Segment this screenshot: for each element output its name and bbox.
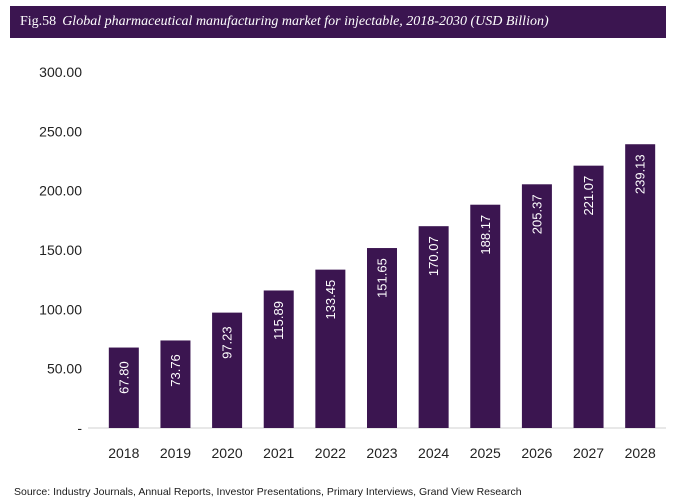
figure-number: Fig.58 [20,14,57,29]
bar [212,312,243,428]
bar [108,347,139,428]
bar-value-label: 115.89 [271,301,286,340]
x-tick-label: 2019 [160,445,191,461]
bar-value-label: 221.07 [581,176,596,216]
x-tick-label: 2027 [573,445,604,461]
bar-value-label: 239.13 [633,154,648,194]
bar [418,226,449,428]
y-tick-label: 200.00 [39,183,82,199]
x-tick-label: 2022 [315,445,346,461]
bar-value-label: 97.23 [220,326,235,359]
x-tick-label: 2021 [263,445,294,461]
y-tick-label: 50.00 [47,361,82,377]
x-tick-label: 2018 [108,445,139,461]
x-tick-label: 2028 [625,445,656,461]
x-tick-label: 2026 [521,445,552,461]
bar [573,165,604,428]
chart-area: - 50.00 100.00 150.00 200.00 250.00 300.00 67.8… [10,38,666,478]
bar-value-label: 170.07 [426,236,441,276]
x-tick-label: 2025 [470,445,501,461]
chart-title-bar: Fig.58 Global pharmaceutical manufacturi… [10,6,666,38]
bar [470,204,501,428]
bar [521,184,552,428]
y-tick-label: - [77,420,82,436]
x-tick-label: 2023 [366,445,397,461]
x-tick-label: 2020 [212,445,243,461]
y-tick-label: 250.00 [39,123,82,139]
y-tick-label: 300.00 [39,64,82,80]
x-tick-label: 2024 [418,445,449,461]
bar [263,290,294,428]
bar-value-label: 151.65 [375,258,390,298]
bar-value-label: 188.17 [478,215,493,255]
bar [367,248,397,428]
y-tick-label: 150.00 [39,242,82,258]
bar [625,144,656,428]
bar-value-label: 205.37 [529,194,544,234]
bar [160,340,191,428]
bar [315,269,346,428]
bar-value-label: 133.45 [323,280,338,320]
bar-chart: - 50.00 100.00 150.00 200.00 250.00 300.00 67.8… [39,64,666,461]
bar-value-label: 73.76 [168,354,183,387]
bar-value-label: 67.80 [116,361,131,394]
y-tick-label: 100.00 [39,301,82,317]
chart-title: Global pharmaceutical manufacturing mark… [62,14,549,29]
source-note: Source: Industry Journals, Annual Report… [14,486,522,498]
